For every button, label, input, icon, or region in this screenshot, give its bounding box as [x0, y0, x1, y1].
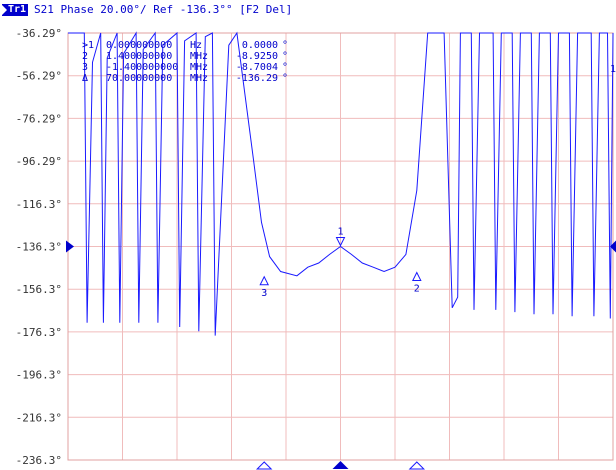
y-tick-label: -236.3° [16, 454, 62, 467]
marker-3-label: 3 [261, 288, 267, 299]
marker-id: Δ [82, 73, 88, 84]
y-tick-label: -216.3° [16, 411, 62, 424]
edge-markers: 1 [66, 64, 616, 470]
marker-id: 3 [82, 62, 88, 73]
marker-freq-unit: MHz [190, 62, 208, 73]
marker-unit: ° [282, 40, 288, 51]
marker-unit: ° [282, 73, 288, 84]
trace-header: Tr1 S21 Phase 20.00°/ Ref -136.3°° [F2 D… [0, 0, 616, 24]
y-tick-label: -36.29° [16, 27, 62, 40]
bottom-marker-outline [408, 461, 426, 470]
reference-arrow-left [66, 240, 74, 253]
marker-value: -8.9250 [236, 51, 278, 62]
trace-title: S21 Phase 20.00°/ Ref -136.3°° [F2 Del] [34, 3, 293, 16]
y-tick-label: -176.3° [16, 326, 62, 339]
marker-freq: 70.00000000 [106, 73, 172, 84]
y-tick-labels: -36.29° -56.29° -76.29° -96.29° -116.3° -136.… [16, 27, 62, 467]
marker-freq-unit: Hz [190, 40, 202, 51]
marker-freq: 0.000000000 [106, 40, 172, 51]
y-tick-label: -116.3° [16, 198, 62, 211]
marker-id: >1 [82, 40, 94, 51]
marker-freq: -1.400000000 [106, 62, 178, 73]
marker-unit: ° [282, 62, 288, 73]
marker-unit: ° [282, 51, 288, 62]
bottom-marker-active [332, 461, 349, 469]
y-tick-label: -76.29° [16, 112, 62, 125]
marker-2-label: 2 [414, 284, 420, 295]
marker-table: >1 0.000000000 Hz 0.0000 ° 2 1.400000000 MHz -8.… [82, 40, 288, 84]
marker-freq: 1.400000000 [106, 51, 172, 62]
marker-freq-unit: MHz [190, 73, 208, 84]
y-tick-label: -196.3° [16, 369, 62, 382]
y-tick-label: -136.3° [16, 241, 62, 254]
reference-arrow-right [610, 240, 616, 253]
marker-1-symbol [335, 237, 346, 247]
right-edge-label: 1 [610, 64, 616, 75]
trace-badge[interactable]: Tr1 [2, 4, 29, 16]
marker-1-label: 1 [338, 227, 344, 238]
trace-line [68, 31, 614, 336]
marker-id: 2 [82, 51, 88, 62]
marker-value: 0.0000 [242, 40, 278, 51]
marker-symbols: 1 2 3 [259, 227, 422, 299]
y-tick-label: -96.29° [16, 155, 62, 168]
marker-2-symbol [411, 271, 422, 282]
marker-value: -136.29 [236, 73, 278, 84]
y-tick-label: -156.3° [16, 283, 62, 296]
marker-3-symbol [259, 275, 270, 286]
marker-freq-unit: MHz [190, 51, 208, 62]
bottom-marker-outline [255, 461, 273, 470]
marker-value: -8.7004 [236, 62, 278, 73]
y-tick-label: -56.29° [16, 70, 62, 83]
